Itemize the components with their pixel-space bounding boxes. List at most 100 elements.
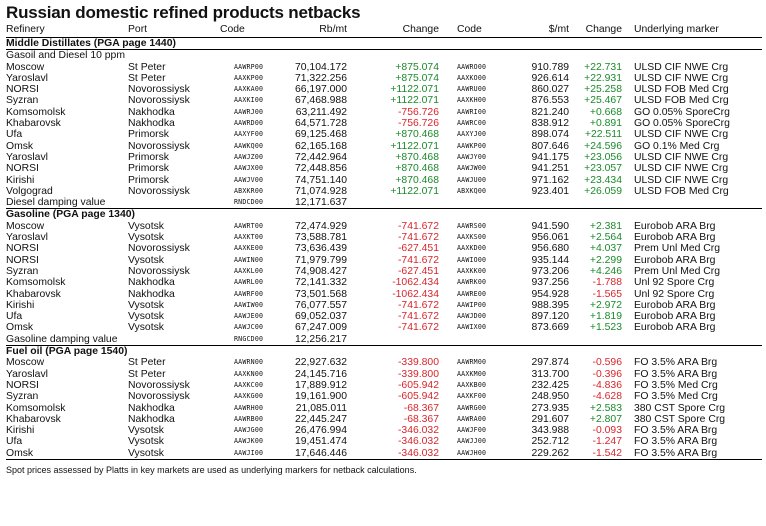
cell-change: -741.672 bbox=[397, 299, 439, 311]
cell-underlying-marker: ULSD CIF NWE Crg bbox=[634, 61, 729, 73]
table-row: NORSI Vysotsk AAWIN00 71,979.799 -741.672 AAW… bbox=[6, 255, 762, 266]
cell-change: -68.367 bbox=[403, 402, 439, 414]
cell-usd-mt: 956.061 bbox=[531, 232, 569, 244]
cell-usd-mt: 935.144 bbox=[531, 254, 569, 266]
cell-usd-mt: 821.240 bbox=[531, 106, 569, 118]
cell-change: -346.032 bbox=[397, 436, 439, 448]
cell-refinery: Omsk bbox=[6, 447, 34, 459]
cell-refinery: Komsomolsk bbox=[6, 277, 66, 289]
cell-usd-mt: 898.074 bbox=[531, 129, 569, 141]
cell-rb-mt: 24,145.716 bbox=[294, 368, 347, 380]
cell-underlying-marker: ULSD FOB Med Crg bbox=[634, 95, 729, 107]
cell-change-2: +22.511 bbox=[584, 129, 622, 141]
cell-refinery: Syzran bbox=[6, 95, 39, 107]
cell-rb-mt: 73,501.568 bbox=[294, 288, 347, 300]
header-change: Change bbox=[347, 23, 443, 38]
cell-change: +1122.071 bbox=[390, 84, 439, 96]
cell-underlying-marker: Unl 92 Spore Crg bbox=[634, 288, 715, 300]
cell-change: -741.672 bbox=[397, 254, 439, 266]
cell-usd-mt: 297.874 bbox=[531, 357, 569, 369]
cell-usd-mt: 860.027 bbox=[531, 84, 569, 96]
cell-change-2: -1.788 bbox=[592, 277, 622, 289]
cell-code: AAXKP00 bbox=[234, 73, 264, 82]
cell-port: Vysotsk bbox=[128, 436, 164, 448]
cell-rb-mt: 76,077.557 bbox=[294, 299, 347, 311]
cell-change: +870.468 bbox=[395, 129, 439, 141]
cell-change-2: -4.836 bbox=[592, 379, 622, 391]
cell-code-2: AAWJF00 bbox=[457, 426, 487, 435]
cell-rb-mt: 74,908.427 bbox=[294, 265, 347, 277]
damping-value: 12,256.217 bbox=[294, 333, 347, 345]
cell-rb-mt: 19,161.900 bbox=[294, 391, 347, 403]
cell-usd-mt: 937.256 bbox=[531, 277, 569, 289]
cell-change: -1062.434 bbox=[392, 277, 439, 289]
cell-code-2: AAXKB00 bbox=[457, 380, 487, 389]
cell-refinery: Volgograd bbox=[6, 185, 53, 197]
table-row: Khabarovsk Nakhodka AAWRB00 22,445.247 -68.3… bbox=[6, 414, 762, 425]
header-code: Code bbox=[220, 23, 280, 38]
cell-code: AAWRP00 bbox=[234, 62, 264, 71]
cell-change: -741.672 bbox=[397, 220, 439, 232]
cell-port: Vysotsk bbox=[128, 299, 164, 311]
cell-port: Nakhodka bbox=[128, 402, 175, 414]
cell-change-2: +22.931 bbox=[584, 72, 622, 84]
table-row: Moscow Vysotsk AAWRT00 72,474.929 -741.672 AA… bbox=[6, 221, 762, 232]
cell-change-2: +2.299 bbox=[589, 254, 622, 266]
cell-port: Vysotsk bbox=[128, 425, 164, 437]
cell-code: AAWJE00 bbox=[234, 312, 264, 321]
cell-change-2: +2.381 bbox=[589, 220, 622, 232]
cell-code-2: AAWIX00 bbox=[457, 323, 487, 332]
section-title: Fuel oil (PGA page 1540) bbox=[6, 345, 762, 358]
cell-code-2: AAWKP00 bbox=[457, 141, 487, 150]
cell-code-2: AAXKS00 bbox=[457, 233, 487, 242]
cell-underlying-marker: 380 CST Spore Crg bbox=[634, 402, 726, 414]
cell-refinery: Ufa bbox=[6, 129, 23, 141]
header-rb-mt: Rb/mt bbox=[280, 23, 347, 38]
table-row: Ufa Vysotsk AAWJK00 19,451.474 -346.032 AAWJJ… bbox=[6, 436, 762, 447]
cell-change-2: +23.056 bbox=[584, 151, 622, 163]
cell-refinery: Omsk bbox=[6, 140, 34, 152]
cell-rb-mt: 70,104.172 bbox=[294, 61, 347, 73]
cell-underlying-marker: Eurobob ARA Brg bbox=[634, 254, 716, 266]
cell-code-2: AAXKK00 bbox=[457, 266, 487, 275]
cell-rb-mt: 22,445.247 bbox=[294, 413, 347, 425]
cell-code-2: AAWJY00 bbox=[457, 152, 487, 161]
cell-code-2: AAWRU00 bbox=[457, 85, 487, 94]
cell-change-2: +23.434 bbox=[584, 174, 622, 186]
cell-code: AAXKT00 bbox=[234, 233, 264, 242]
cell-code-2: AAXKM00 bbox=[457, 369, 487, 378]
cell-underlying-marker: GO 0.05% SporeCrg bbox=[634, 106, 730, 118]
cell-code: AAWRT00 bbox=[234, 221, 264, 230]
cell-change: +870.468 bbox=[395, 163, 439, 175]
netbacks-table: Refinery Port Code Rb/mt Change Code $/m… bbox=[6, 23, 762, 477]
cell-port: Nakhodka bbox=[128, 118, 175, 130]
cell-port: Novorossiysk bbox=[128, 391, 190, 403]
cell-refinery: Ufa bbox=[6, 436, 23, 448]
cell-code-2: AAXKD00 bbox=[457, 244, 487, 253]
table-row: Kirishi Primorsk AAWJV00 74,751.140 +870.468… bbox=[6, 175, 762, 186]
cell-underlying-marker: ULSD CIF NWE Crg bbox=[634, 129, 729, 141]
cell-rb-mt: 73,588.781 bbox=[294, 232, 347, 244]
cell-underlying-marker: ULSD FOB Med Crg bbox=[634, 84, 729, 96]
cell-rb-mt: 71,322.256 bbox=[294, 72, 347, 84]
cell-refinery: Kirishi bbox=[6, 425, 35, 437]
cell-change: -339.800 bbox=[397, 357, 439, 369]
cell-code: AAXYF00 bbox=[234, 130, 264, 139]
cell-code: AAXKA00 bbox=[234, 85, 264, 94]
cell-usd-mt: 807.646 bbox=[531, 140, 569, 152]
cell-refinery: Ufa bbox=[6, 311, 23, 323]
cell-code-2: AAWRO00 bbox=[457, 62, 487, 71]
section-title: Gasoline (PGA page 1340) bbox=[6, 208, 762, 221]
cell-port: Nakhodka bbox=[128, 288, 175, 300]
cell-change: -605.942 bbox=[397, 379, 439, 391]
footnote: Spot prices assessed by Platts in key ma… bbox=[6, 458, 762, 477]
cell-port: St Peter bbox=[128, 357, 166, 369]
table-row: Khabarovsk Nakhodka AAWRD00 64,571.728 -756.… bbox=[6, 118, 762, 129]
damping-row: Diesel damping value RNDCD00 12,171.637 bbox=[6, 197, 762, 209]
table-row: Moscow St Peter AAWRP00 70,104.172 +875.074 A… bbox=[6, 62, 762, 73]
damping-spacer bbox=[347, 197, 762, 209]
cell-rb-mt: 71,074.928 bbox=[294, 185, 347, 197]
cell-port: Nakhodka bbox=[128, 106, 175, 118]
cell-port: St Peter bbox=[128, 61, 166, 73]
cell-code-2: AAWRM00 bbox=[457, 358, 487, 367]
